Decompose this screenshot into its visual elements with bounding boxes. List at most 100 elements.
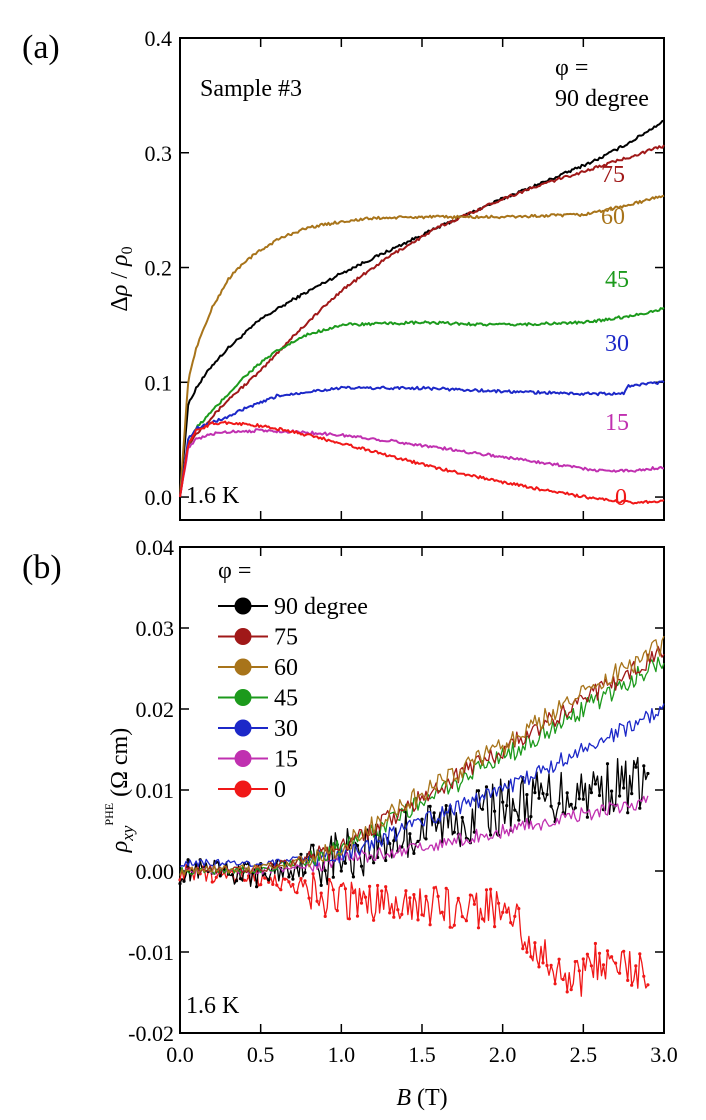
panel-b-point-0 — [327, 878, 331, 882]
panel-b-point-90-degree — [489, 833, 493, 837]
panel-b-point-0 — [368, 884, 372, 889]
panel-b-curve-45 — [179, 656, 665, 876]
panel-b-y-axis-title: ρxyPHE (Ω cm) — [102, 728, 137, 853]
panel-b-point-0 — [440, 910, 444, 914]
panel-b-point-90-degree — [565, 791, 569, 795]
panel-b-point-0 — [557, 957, 561, 961]
panel-b-point-0 — [634, 964, 638, 968]
series-label-60: 60 — [601, 204, 625, 230]
panel-b-point-0 — [593, 941, 598, 946]
panel-b-point-90-degree — [388, 842, 392, 846]
panel-b-point-90-degree — [529, 815, 533, 819]
panel-b-point-0 — [553, 982, 557, 986]
series-label-75: 75 — [601, 162, 625, 188]
panel-b-point-0 — [372, 918, 376, 922]
panel-b-label: (b) — [22, 549, 62, 586]
panel-b-point-90-degree — [480, 807, 485, 811]
panel-b-point-0 — [242, 878, 247, 882]
panel-a-label: (a) — [22, 29, 60, 66]
panel-b-point-0 — [263, 876, 267, 880]
panel-b-point-90-degree — [589, 791, 594, 795]
panel-b-point-0 — [529, 955, 533, 959]
panel-b-point-90-degree — [501, 800, 505, 804]
panel-b-point-90-degree — [339, 869, 343, 873]
panel-b-curves — [178, 635, 665, 997]
panel-a-curve-90-degree — [179, 119, 665, 498]
panel-b-point-0 — [525, 950, 529, 954]
panel-b-point-0 — [541, 961, 545, 965]
panel-b-point-0 — [291, 882, 295, 887]
sample-annotation: Sample #3 — [200, 76, 302, 102]
legend-label: 15 — [274, 747, 298, 773]
panel-b-point-0 — [605, 949, 610, 953]
panel-b-point-90-degree — [319, 883, 323, 888]
panel-a-y-tick-label: 0.3 — [145, 141, 173, 166]
panel-b-point-0 — [493, 925, 497, 929]
panel-b-point-90-degree — [291, 877, 295, 881]
panel-b-y-tick-label: -0.01 — [128, 940, 174, 965]
panel-b-point-90-degree — [255, 885, 259, 889]
panel-b-point-90-degree — [444, 804, 448, 808]
panel-b-y-tick-label: 0.02 — [136, 697, 175, 722]
x-tick-label: 1.0 — [328, 1042, 356, 1067]
panel-b-point-90-degree — [331, 875, 335, 879]
legend-item-45: 45 — [218, 686, 298, 712]
panel-b-point-0 — [287, 880, 291, 884]
series-label-90-degree: 90 degree — [555, 86, 649, 112]
legend-title: φ = — [218, 558, 251, 584]
panel-b-point-0 — [561, 977, 565, 982]
panel-b-point-90-degree — [311, 843, 315, 847]
panel-b-point-90-degree — [355, 843, 360, 848]
panel-b-point-0 — [460, 915, 464, 919]
panel-b-point-90-degree — [452, 830, 456, 834]
panel-b-point-0 — [283, 877, 287, 881]
panel-b-point-90-degree — [218, 874, 222, 878]
panel-b-point-90-degree — [234, 879, 239, 883]
panel-b-point-0 — [351, 891, 355, 895]
panel-b-y-tick-label: 0.00 — [136, 859, 175, 884]
panel-b-point-90-degree — [533, 791, 537, 795]
panel-b-point-0 — [505, 910, 509, 914]
panel-b-point-0 — [642, 974, 646, 978]
panel-b-point-0 — [545, 963, 549, 968]
panel-b-point-0 — [214, 875, 218, 879]
panel-b-point-90-degree — [605, 762, 610, 766]
x-tick-label: 3.0 — [650, 1042, 678, 1067]
panel-b-point-90-degree — [178, 882, 182, 886]
panel-b-point-90-degree — [392, 839, 396, 843]
legend-item-90-degree: 90 degree — [218, 594, 368, 620]
panel-b-point-90-degree — [577, 797, 581, 801]
panel-b-point-0 — [444, 886, 448, 890]
panel-b-point-0 — [638, 952, 642, 956]
panel-b-point-0 — [614, 961, 618, 965]
panel-b-curve-75 — [179, 645, 665, 876]
legend-item-15: 15 — [218, 747, 298, 773]
panel-b-point-0 — [646, 983, 650, 987]
panel-b-point-0 — [589, 964, 594, 968]
panel-b: (b) -0.02 -0.01 0.00 0.01 0.02 0.03 0.04 0.0 0.5… — [22, 535, 678, 1111]
panel-b-point-0 — [259, 883, 263, 887]
panel-b-point-0 — [456, 896, 460, 901]
x-tick-label: 0.5 — [247, 1042, 275, 1067]
panel-a-curves — [179, 119, 665, 505]
panel-b-point-0 — [428, 923, 432, 927]
panel-b-point-90-degree — [610, 789, 614, 793]
panel-b-point-0 — [618, 971, 622, 975]
legend-marker — [234, 719, 252, 737]
panel-b-point-90-degree — [400, 845, 404, 849]
panel-b-curve-60 — [179, 635, 665, 876]
panel-b-point-90-degree — [618, 794, 622, 798]
panel-b-point-0 — [533, 941, 537, 945]
panel-b-point-0 — [537, 965, 541, 969]
panel-b-point-90-degree — [513, 808, 517, 812]
panel-b-point-0 — [396, 908, 400, 912]
legend-marker — [234, 628, 252, 645]
panel-b-point-0 — [408, 896, 412, 900]
panel-b-point-0 — [319, 891, 323, 895]
panel-b-point-90-degree — [432, 811, 436, 815]
panel-b-point-0 — [509, 921, 513, 925]
panel-b-point-90-degree — [585, 815, 590, 819]
panel-a-curve-0 — [179, 420, 665, 505]
panel-b-point-0 — [573, 960, 577, 964]
